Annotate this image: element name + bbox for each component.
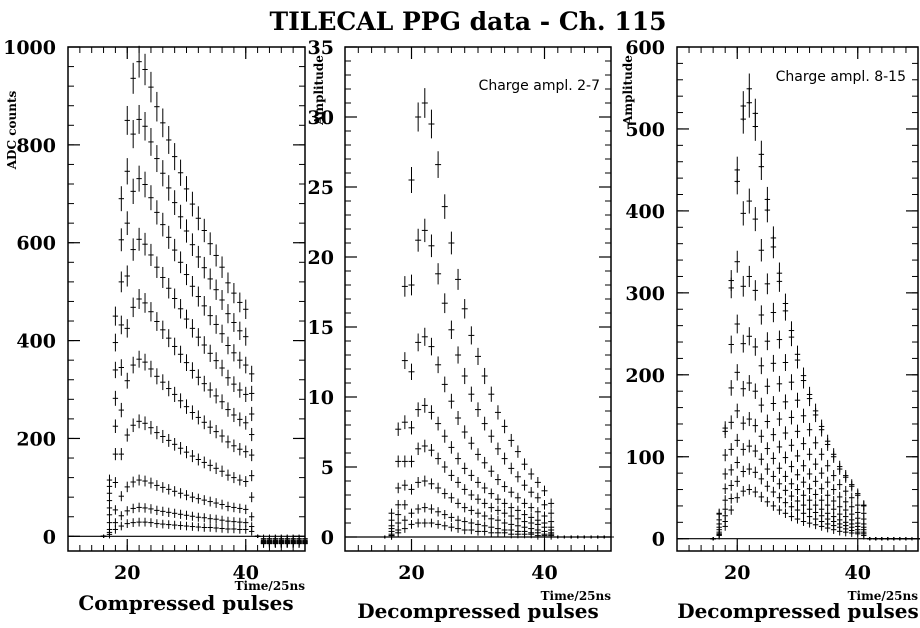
y-tick-label: 500	[625, 119, 665, 141]
y-axis-label: Amplitude	[621, 55, 635, 126]
y-tick-label: 10	[308, 387, 334, 409]
figure-title: TILECAL PPG data - Ch. 115	[269, 7, 666, 36]
y-tick-label: 200	[625, 365, 665, 387]
panel-compressed: ADC counts Time/25ns Compressed pulses 0…	[3, 37, 308, 615]
y-tick-label: 35	[308, 37, 334, 59]
y-tick-label: 1000	[3, 37, 56, 59]
y-tick-label: 200	[16, 428, 56, 450]
x-axis-unit: Time/25ns	[235, 579, 306, 593]
y-tick-label: 30	[308, 107, 334, 129]
x-axis-unit: Time/25ns	[541, 589, 612, 603]
y-tick-label: 400	[16, 331, 56, 353]
x-tick-label: 40	[845, 562, 871, 584]
panel-decompressed-high: Amplitude Charge ampl. 8-15 Time/25ns De…	[621, 37, 920, 623]
y-axis-label: ADC counts	[5, 91, 19, 171]
x-tick-label: 20	[398, 562, 424, 584]
y-tick-label: 5	[321, 457, 334, 479]
x-axis-unit: Time/25ns	[848, 589, 919, 603]
x-axis-label: Compressed pulses	[78, 591, 293, 615]
y-tick-label: 800	[16, 135, 56, 157]
x-axis-label: Decompressed pulses	[357, 599, 599, 623]
y-tick-label: 20	[308, 247, 334, 269]
y-tick-label: 15	[308, 317, 334, 339]
x-tick-label: 20	[114, 562, 140, 584]
panel-decompressed-low: Amplitude Charge ampl. 2-7 Time/25ns Dec…	[308, 37, 614, 623]
y-tick-label: 300	[625, 283, 665, 305]
y-tick-label: 100	[625, 447, 665, 469]
charge-annotation: Charge ampl. 2-7	[479, 78, 600, 94]
x-tick-label: 40	[233, 562, 259, 584]
x-tick-label: 40	[531, 562, 557, 584]
y-tick-label: 0	[321, 527, 334, 549]
x-axis-label: Decompressed pulses	[677, 599, 919, 623]
charge-annotation: Charge ampl. 8-15	[776, 69, 906, 85]
plot-frame	[67, 46, 306, 552]
y-tick-label: 0	[652, 529, 665, 551]
y-tick-label: 0	[43, 526, 56, 548]
plot-frame	[344, 46, 612, 552]
y-tick-label: 600	[625, 37, 665, 59]
y-tick-label: 25	[308, 177, 334, 199]
y-tick-label: 400	[625, 201, 665, 223]
x-tick-label: 20	[724, 562, 750, 584]
y-tick-label: 600	[16, 233, 56, 255]
y-axis-label: Amplitude	[312, 55, 326, 126]
